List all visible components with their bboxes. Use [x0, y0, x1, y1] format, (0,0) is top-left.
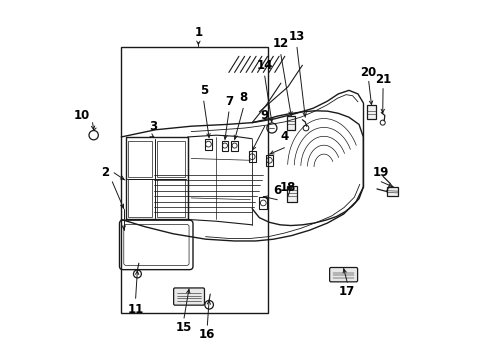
Bar: [287, 186, 296, 202]
FancyBboxPatch shape: [330, 267, 358, 282]
Text: 7: 7: [225, 95, 233, 108]
Bar: [387, 187, 398, 196]
Text: 3: 3: [149, 120, 158, 133]
Text: 17: 17: [339, 285, 355, 298]
Bar: [266, 155, 273, 166]
Text: 8: 8: [239, 91, 247, 104]
Text: 4: 4: [280, 130, 289, 144]
Text: 14: 14: [257, 59, 273, 72]
Bar: [128, 141, 152, 177]
Bar: [157, 141, 186, 177]
Bar: [157, 179, 186, 217]
Text: 18: 18: [280, 181, 296, 194]
Bar: [287, 116, 295, 130]
Text: 21: 21: [375, 73, 391, 86]
Text: 12: 12: [273, 37, 289, 50]
Bar: [231, 140, 238, 150]
Text: 2: 2: [101, 166, 109, 179]
Bar: [122, 47, 269, 313]
Text: 19: 19: [373, 166, 390, 179]
Bar: [248, 151, 256, 162]
Text: 20: 20: [361, 66, 377, 79]
Text: 15: 15: [176, 320, 192, 333]
Text: 9: 9: [261, 109, 269, 122]
Text: 16: 16: [199, 328, 216, 341]
FancyBboxPatch shape: [173, 288, 204, 305]
Bar: [205, 139, 212, 149]
Text: 5: 5: [199, 84, 208, 97]
Bar: [221, 140, 228, 150]
Text: 13: 13: [289, 30, 305, 43]
Text: 1: 1: [195, 27, 202, 40]
Text: 11: 11: [127, 303, 144, 316]
Text: 6: 6: [273, 184, 281, 197]
Bar: [259, 197, 267, 209]
Bar: [128, 179, 152, 217]
Bar: [367, 105, 376, 119]
Text: 10: 10: [74, 109, 90, 122]
